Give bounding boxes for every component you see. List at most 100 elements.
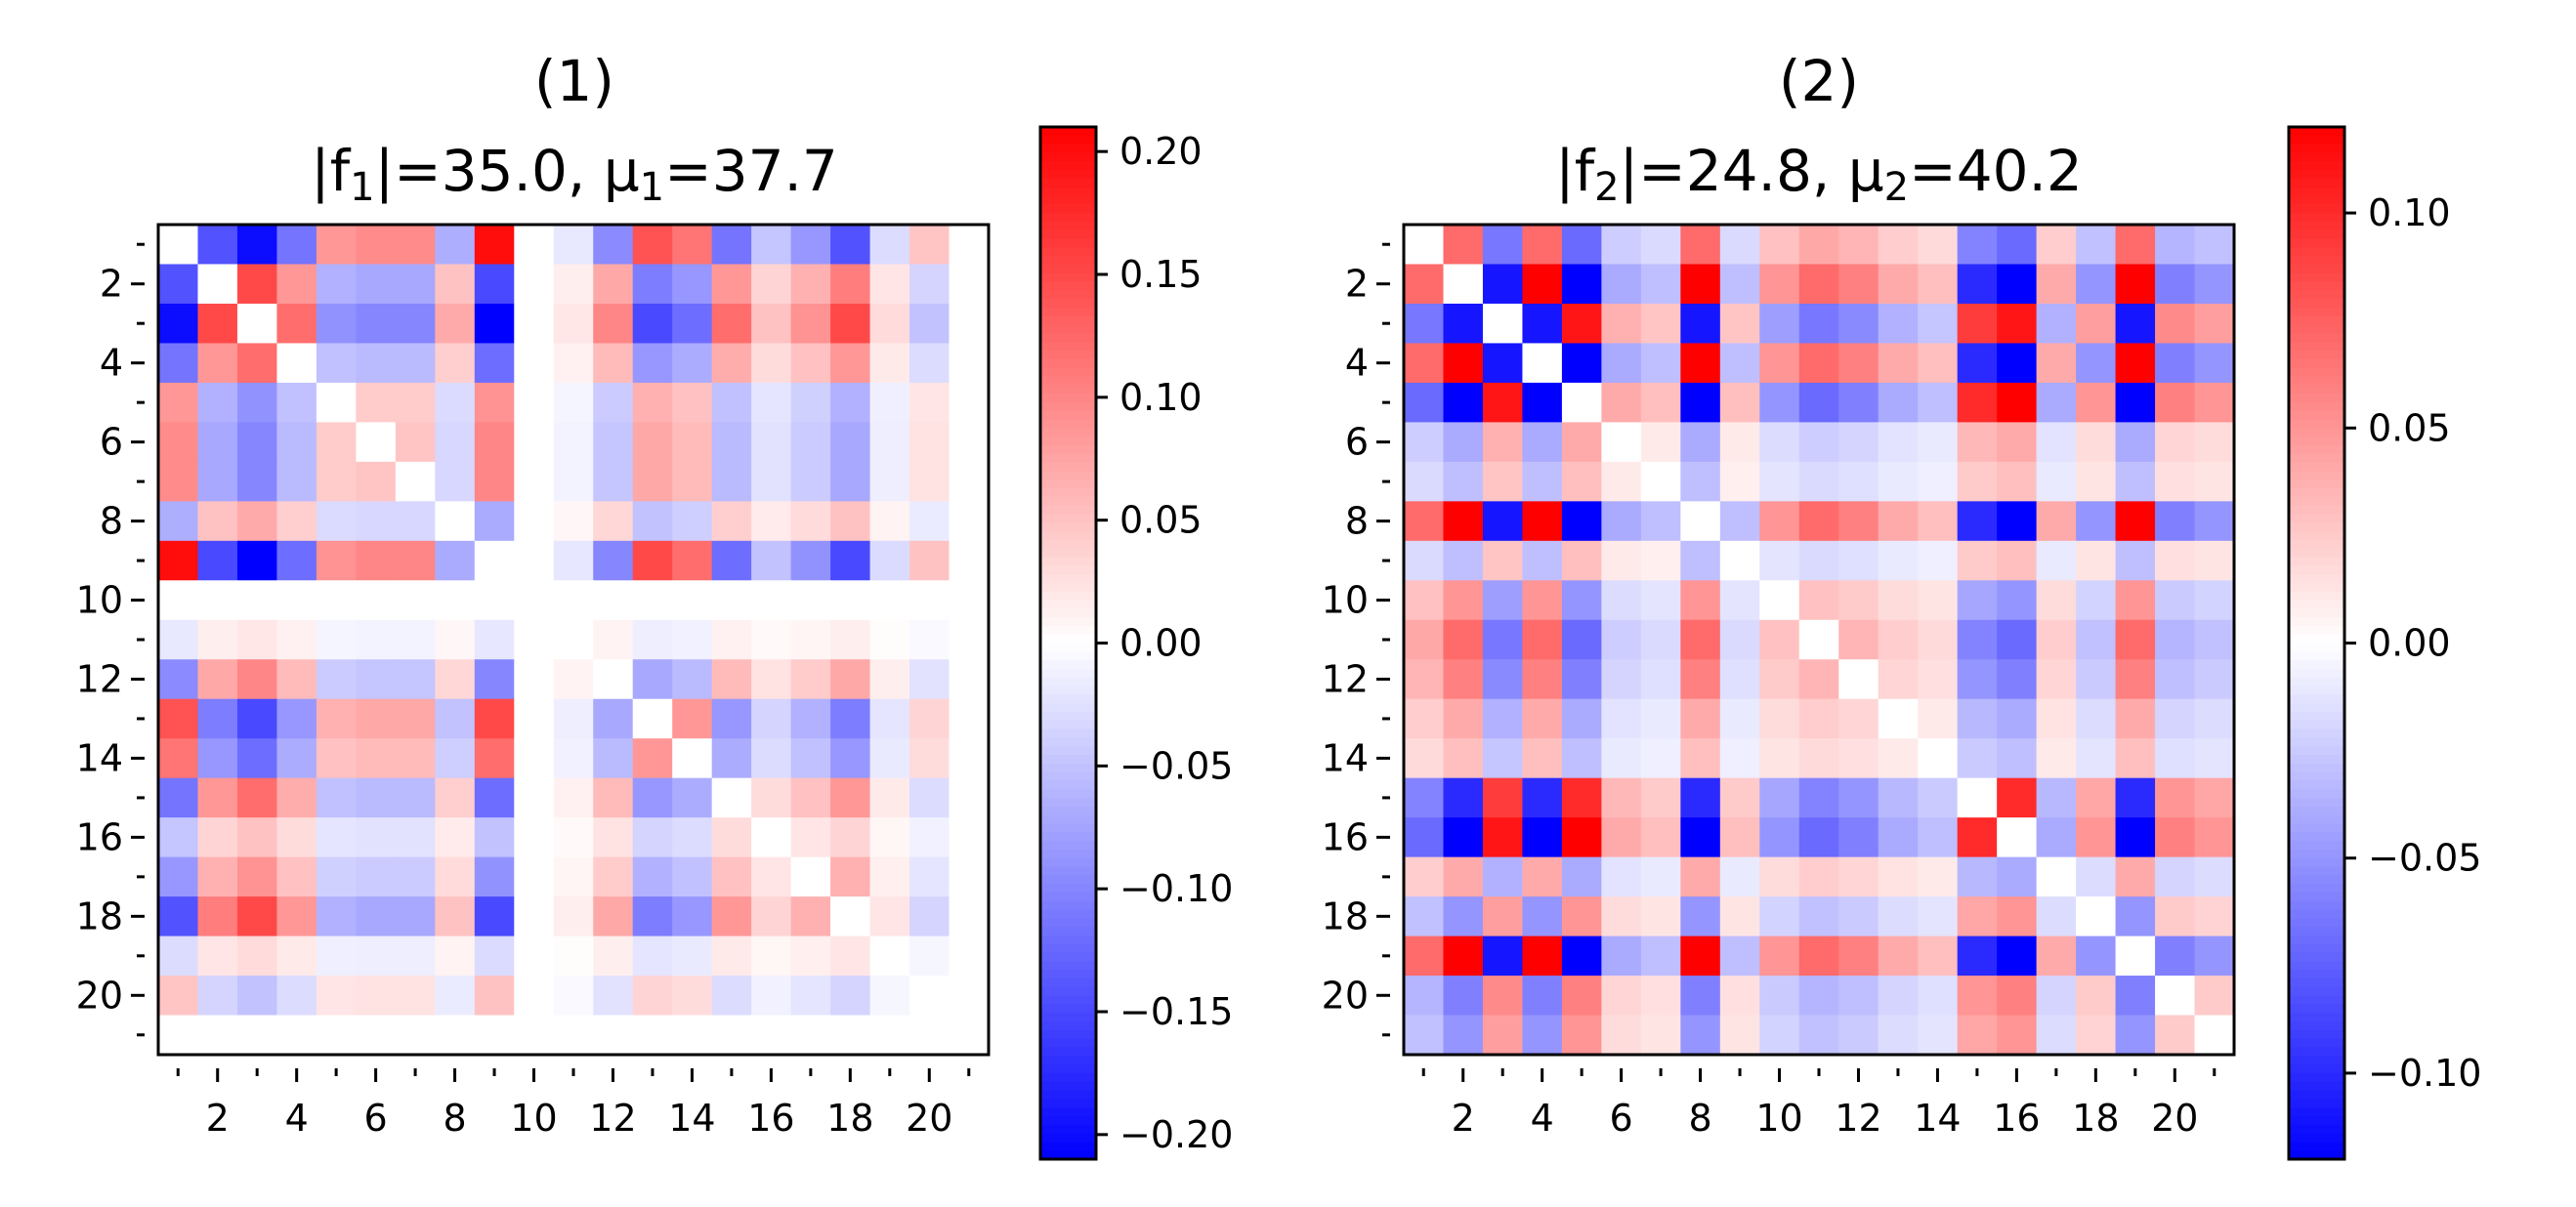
heatmap-cell xyxy=(197,343,238,384)
heatmap-cell xyxy=(2155,540,2196,581)
colorbar-segment xyxy=(2289,247,2344,257)
heatmap-cell xyxy=(711,225,752,266)
heatmap-cell xyxy=(1482,936,1524,977)
heatmap-cell xyxy=(830,382,871,423)
colorbar-segment xyxy=(2289,884,2344,894)
colorbar-segment xyxy=(1040,625,1096,636)
panel-1-title-suffix: =37.7 xyxy=(664,138,838,204)
heatmap-cell xyxy=(1918,619,1959,660)
heatmap-cell xyxy=(514,896,555,937)
colorbar-segment xyxy=(2289,728,2344,738)
heatmap-cell xyxy=(276,738,317,779)
heatmap-cell xyxy=(751,1015,792,1056)
heatmap-cell xyxy=(2155,777,2196,818)
heatmap-cell xyxy=(158,777,199,818)
heatmap-cell xyxy=(276,976,317,1017)
heatmap-cell xyxy=(1759,1015,1800,1056)
heatmap-cell xyxy=(276,936,317,977)
heatmap-cell xyxy=(158,738,199,779)
heatmap-cell xyxy=(1640,856,1681,897)
heatmap-cell xyxy=(1680,540,1721,581)
heatmap-cell xyxy=(1482,343,1524,384)
colorbar-segment xyxy=(2289,755,2344,765)
heatmap-cell xyxy=(1404,659,1445,700)
colorbar-segment xyxy=(2289,943,2344,954)
heatmap-cell xyxy=(790,896,831,937)
colorbar-segment xyxy=(1040,281,1096,291)
heatmap-cell xyxy=(593,343,634,384)
heatmap-cell xyxy=(1957,343,1998,384)
heatmap-cell xyxy=(1561,777,1602,818)
heatmap-cell xyxy=(514,343,555,384)
heatmap-cell xyxy=(158,817,199,858)
heatmap-cell xyxy=(751,343,792,384)
colorbar-segment xyxy=(1040,170,1096,180)
colorbar-segment xyxy=(2289,866,2344,876)
heatmap-cell xyxy=(2115,896,2156,937)
heatmap-cell xyxy=(672,698,713,739)
heatmap-cell xyxy=(1561,856,1602,897)
heatmap-cell xyxy=(356,698,397,739)
heatmap-cell xyxy=(316,540,357,581)
heatmap-cell xyxy=(1404,303,1445,345)
heatmap-cell xyxy=(514,738,555,779)
heatmap-cell xyxy=(711,976,752,1017)
heatmap-cell xyxy=(474,501,515,542)
heatmap-cell xyxy=(869,936,910,977)
panel-2-title-mid: |=24.8, μ xyxy=(1620,138,1884,204)
colorbar-segment xyxy=(2289,806,2344,816)
heatmap-cell xyxy=(1759,817,1800,858)
heatmap-cell xyxy=(158,422,199,463)
heatmap-cell xyxy=(672,619,713,660)
heatmap-cell xyxy=(1719,738,1760,779)
heatmap-cell xyxy=(158,896,199,937)
heatmap-cell xyxy=(435,936,476,977)
heatmap-cell xyxy=(869,540,910,581)
heatmap-cell xyxy=(514,659,555,700)
heatmap-cell xyxy=(2036,659,2077,700)
heatmap-cell xyxy=(2076,619,2117,660)
colorbar-segment xyxy=(2289,557,2344,566)
heatmap-cell xyxy=(2155,896,2196,937)
heatmap-cell xyxy=(514,382,555,423)
colorbar-tick-label: 0.20 xyxy=(1119,130,1203,173)
heatmap-cell xyxy=(1561,976,1602,1017)
colorbar-segment xyxy=(1040,927,1096,936)
heatmap-cell xyxy=(1719,501,1760,542)
heatmap-cell xyxy=(1640,619,1681,660)
heatmap-cell xyxy=(711,461,752,502)
heatmap-cell xyxy=(632,856,673,897)
heatmap-cell xyxy=(2155,698,2196,739)
heatmap-cell xyxy=(1680,936,1721,977)
y-tick-label: 6 xyxy=(1345,421,1369,464)
colorbar-segment xyxy=(1040,530,1096,541)
heatmap-cell xyxy=(514,619,555,660)
heatmap-cell xyxy=(356,422,397,463)
colorbar-segment xyxy=(2289,1133,2344,1143)
heatmap-cell xyxy=(1957,659,1998,700)
heatmap-cell xyxy=(435,343,476,384)
heatmap-cell xyxy=(2036,540,2077,581)
heatmap-cell xyxy=(1680,738,1721,779)
heatmap-cell xyxy=(514,225,555,266)
colorbar-segment xyxy=(2289,1047,2344,1057)
heatmap-cell xyxy=(1443,540,1484,581)
heatmap-cell xyxy=(1759,461,1800,502)
colorbar-segment xyxy=(2289,505,2344,515)
heatmap-cell xyxy=(1918,738,1959,779)
colorbar-segment xyxy=(2289,299,2344,309)
heatmap-cell xyxy=(2155,936,2196,977)
heatmap-cell xyxy=(236,896,278,937)
colorbar-segment xyxy=(2289,660,2344,670)
panel-2-title: |f2|=24.8, μ2=40.2 xyxy=(1555,138,2083,210)
heatmap-cell xyxy=(236,225,278,266)
heatmap-cell xyxy=(672,856,713,897)
heatmap-cell xyxy=(909,936,950,977)
heatmap-cell xyxy=(632,976,673,1017)
heatmap-cell xyxy=(553,817,594,858)
colorbar-segment xyxy=(1040,333,1096,343)
colorbar-segment xyxy=(2289,333,2344,343)
colorbar-segment xyxy=(2289,385,2344,395)
heatmap-cell xyxy=(1838,461,1879,502)
heatmap-cell xyxy=(1640,777,1681,818)
